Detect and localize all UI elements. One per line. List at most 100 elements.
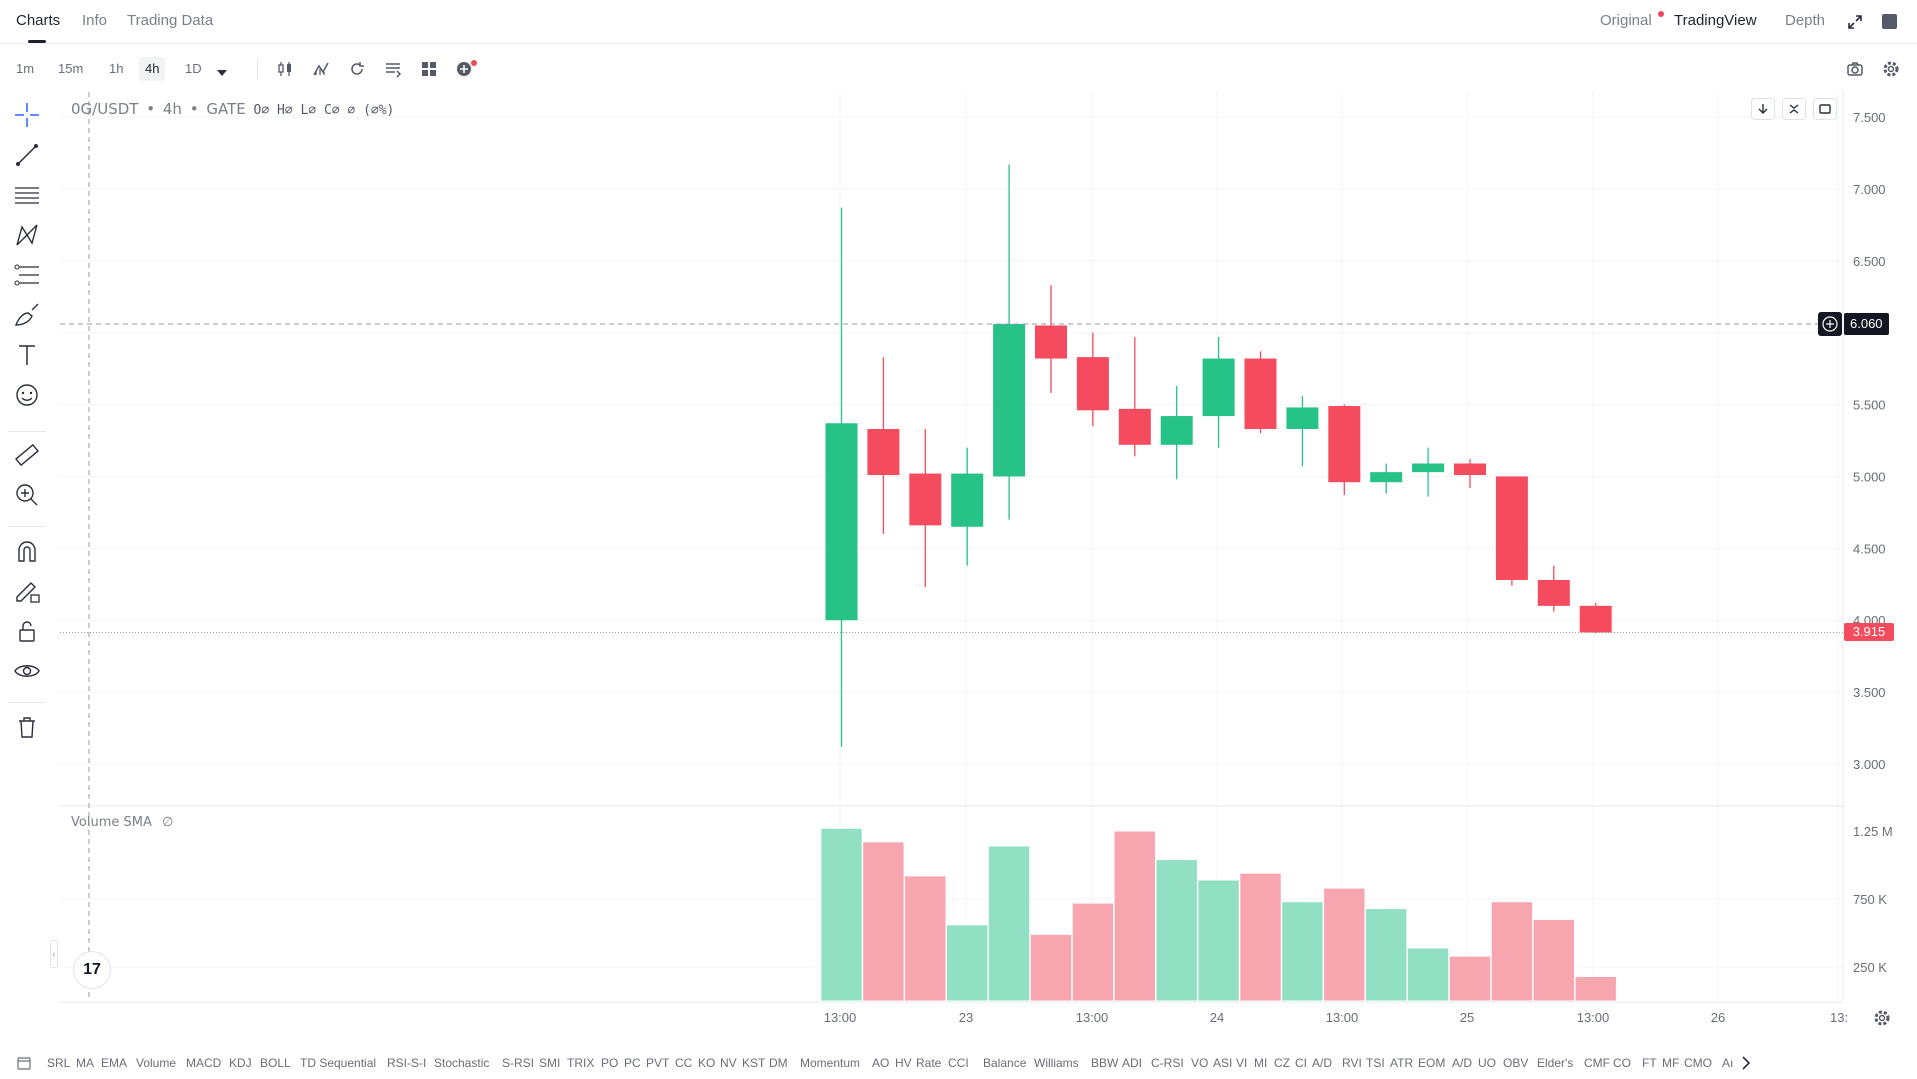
pattern-tool-icon[interactable] — [12, 220, 42, 250]
trend-line-tool-icon[interactable] — [12, 140, 42, 170]
tab-tradingview[interactable]: TradingView — [1674, 12, 1757, 29]
zoom-in-tool-icon[interactable] — [12, 480, 42, 510]
indicator-td-sequential[interactable]: TD Sequential — [300, 1056, 377, 1070]
text-tool-icon[interactable] — [12, 340, 42, 370]
indicator-kdj[interactable]: KDJ — [229, 1056, 252, 1070]
indicator-scroll-right-icon[interactable] — [1739, 1054, 1753, 1072]
camera-icon[interactable] — [1845, 59, 1865, 79]
indicator-ko[interactable]: KO — [698, 1056, 716, 1070]
indicator-vi[interactable]: VI — [1236, 1056, 1248, 1070]
indicator-a[interactable]: Aı — [1722, 1056, 1734, 1070]
time-axis-settings-icon[interactable] — [1872, 1008, 1892, 1028]
timeframe-4h[interactable]: 4h — [139, 57, 166, 81]
timeframe-15m[interactable]: 15m — [58, 61, 84, 76]
indicator-asi[interactable]: ASI — [1213, 1056, 1233, 1070]
collapse-pane-icon[interactable] — [1782, 98, 1806, 120]
indicator-a-d[interactable]: A/D — [1312, 1056, 1333, 1070]
indicator-tsi[interactable]: TSI — [1366, 1056, 1385, 1070]
indicator-volume[interactable]: Volume — [136, 1056, 177, 1070]
panel-toggle-icon[interactable] — [1882, 14, 1897, 29]
ruler-tool-icon[interactable] — [12, 440, 42, 470]
indicator-boll[interactable]: BOLL — [260, 1056, 291, 1070]
brush-tool-icon[interactable] — [12, 300, 42, 330]
indicator-cc[interactable]: CC — [675, 1056, 693, 1070]
indicator-ao[interactable]: AO — [872, 1056, 890, 1070]
tab-charts[interactable]: Charts — [16, 12, 61, 29]
indicator-ft[interactable]: FT — [1642, 1056, 1657, 1070]
tab-original[interactable]: Original — [1600, 12, 1652, 29]
indicator-cmo[interactable]: CMO — [1684, 1056, 1712, 1070]
indicator-rvi[interactable]: RVI — [1342, 1056, 1362, 1070]
indicator-trix[interactable]: TRIX — [567, 1056, 595, 1070]
indicator-cci[interactable]: CCI — [948, 1056, 969, 1070]
indicator-cz[interactable]: CZ — [1274, 1056, 1290, 1070]
indicators-icon[interactable] — [311, 59, 331, 79]
indicator-pc[interactable]: PC — [624, 1056, 641, 1070]
timeframe-1m[interactable]: 1m — [16, 61, 35, 76]
expand-icon[interactable] — [1846, 13, 1864, 31]
indicator-atr[interactable]: ATR — [1390, 1056, 1414, 1070]
fib-tool-icon[interactable] — [12, 260, 42, 290]
settings-gear-icon[interactable] — [1881, 59, 1901, 79]
collapse-toolbar-handle[interactable]: ‹ — [50, 940, 58, 968]
indicator-menu-icon[interactable] — [16, 1055, 32, 1071]
timeframe-dropdown-icon[interactable] — [216, 65, 228, 83]
indicator-mi[interactable]: MI — [1254, 1056, 1268, 1070]
indicator-a-d[interactable]: A/D — [1452, 1056, 1473, 1070]
indicator-eom[interactable]: EOM — [1418, 1056, 1446, 1070]
crosshair-tool-icon[interactable] — [12, 100, 42, 130]
tab-depth[interactable]: Depth — [1785, 12, 1826, 29]
indicator-dm[interactable]: DM — [769, 1056, 788, 1070]
indicator-pvt[interactable]: PVT — [646, 1056, 670, 1070]
indicator-kst[interactable]: KST — [742, 1056, 766, 1070]
timeframe-1d[interactable]: 1D — [185, 61, 202, 76]
indicator-ci[interactable]: CI — [1295, 1056, 1307, 1070]
move-down-icon[interactable] — [1751, 98, 1775, 120]
layout-grid-icon[interactable] — [419, 59, 439, 79]
emoji-tool-icon[interactable] — [12, 380, 42, 410]
maximize-pane-icon[interactable] — [1813, 98, 1837, 120]
indicator-adi[interactable]: ADI — [1122, 1056, 1143, 1070]
lock-drawing-tool-icon[interactable] — [12, 576, 42, 606]
indicator-momentum[interactable]: Momentum — [800, 1056, 861, 1070]
indicator-nv[interactable]: NV — [720, 1056, 737, 1070]
tab-trading-data[interactable]: Trading Data — [127, 12, 214, 29]
indicator-macd[interactable]: MACD — [186, 1056, 222, 1070]
visibility-eye-icon[interactable] — [12, 656, 42, 686]
indicator-vo[interactable]: VO — [1191, 1056, 1209, 1070]
indicator-ema[interactable]: EMA — [101, 1056, 128, 1070]
magnet-tool-icon[interactable] — [12, 536, 42, 566]
indicator-hv[interactable]: HV — [895, 1056, 912, 1070]
indicator-balance[interactable]: Balance — [983, 1056, 1027, 1070]
timeframe-1h[interactable]: 1h — [109, 61, 124, 76]
indicator-rsi-s-i[interactable]: RSI-S-I — [387, 1056, 427, 1070]
indicator-obv[interactable]: OBV — [1503, 1056, 1529, 1070]
add-price-alert-icon[interactable] — [1818, 312, 1842, 337]
indicator-c-rsi[interactable]: C-RSI — [1151, 1056, 1184, 1070]
tradingview-logo[interactable]: 17 — [73, 951, 111, 989]
indicator-srl[interactable]: SRL — [47, 1056, 71, 1070]
tab-info[interactable]: Info — [82, 12, 108, 29]
unlock-icon[interactable] — [12, 616, 42, 646]
indicator-rate[interactable]: Rate — [916, 1056, 942, 1070]
indicator-ma[interactable]: MA — [76, 1056, 94, 1070]
reset-icon[interactable] — [347, 59, 367, 79]
indicator-bbw[interactable]: BBW — [1091, 1056, 1119, 1070]
horizontal-lines-tool-icon[interactable] — [12, 180, 42, 210]
templates-icon[interactable] — [383, 59, 403, 79]
indicator-uo[interactable]: UO — [1478, 1056, 1496, 1070]
indicator-s-rsi[interactable]: S-RSI — [502, 1056, 535, 1070]
volume-sma-label[interactable]: Volume SMA — [71, 815, 152, 830]
indicator-elder-s[interactable]: Elder's — [1537, 1056, 1574, 1070]
indicator-smi[interactable]: SMI — [539, 1056, 561, 1070]
candle-type-icon[interactable] — [275, 59, 295, 79]
add-alert-icon[interactable] — [455, 59, 477, 79]
indicator-po[interactable]: PO — [601, 1056, 619, 1070]
symbol-name[interactable]: 0G/USDT — [71, 100, 139, 118]
indicator-cmf[interactable]: CMF — [1584, 1056, 1610, 1070]
indicator-co[interactable]: CO — [1613, 1056, 1631, 1070]
price-chart[interactable]: 7.5007.0006.5005.5005.0004.5004.0003.500… — [0, 0, 1917, 1040]
delete-trash-icon[interactable] — [12, 712, 42, 742]
indicator-williams[interactable]: Williams — [1034, 1056, 1079, 1070]
indicator-mf[interactable]: MF — [1662, 1056, 1680, 1070]
